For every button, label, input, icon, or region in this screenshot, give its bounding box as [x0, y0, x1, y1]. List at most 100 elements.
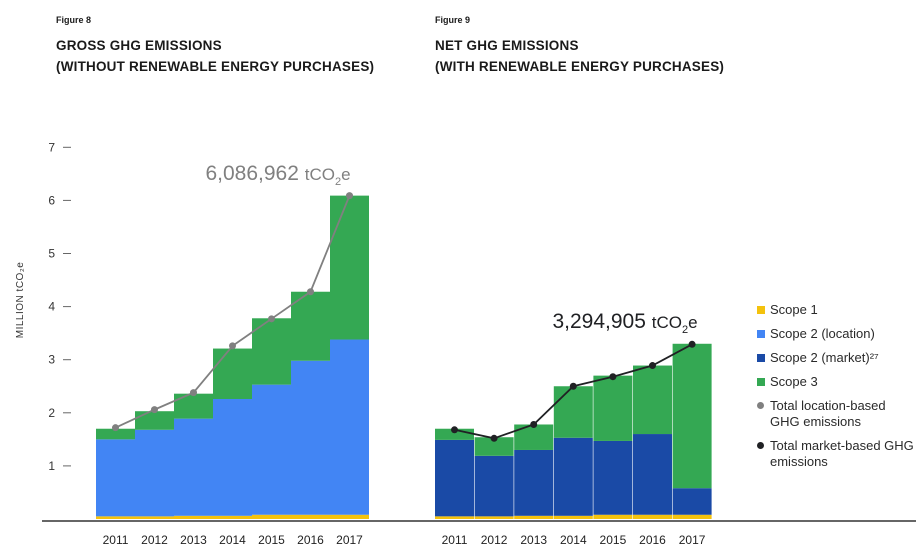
legend-item-scope2-market: Scope 2 (market)²⁷ — [757, 350, 915, 366]
figure-9-title: NET GHG EMISSIONS (WITH RENEWABLE ENERGY… — [435, 35, 724, 77]
gross-bar-scope-2-location- — [252, 384, 291, 515]
gross-bar-scope-3 — [330, 195, 369, 340]
gross-chart: 2011 2012 2013 2014 2015 2016 2017 6,086,962 tC… — [96, 162, 369, 547]
net-bar-scope-2-market- — [672, 488, 712, 515]
net-chart: 2011 2012 2013 2014 2015 2016 2017 3,294,905 tC… — [435, 310, 712, 547]
net-bar-scope-3 — [435, 428, 474, 440]
net-bar-scope-1 — [553, 515, 593, 519]
gross-x-tick-label: 2017 — [336, 533, 363, 547]
net-x-tick-label: 2011 — [442, 533, 468, 547]
legend-item-scope2-location: Scope 2 (location) — [757, 326, 915, 342]
gross-bar-scope-3 — [174, 393, 213, 419]
gross-bar-scope-3 — [291, 291, 330, 361]
chart-layer: 1 2 3 4 5 6 7 2011 2012 2013 2014 2015 2016 2017 6,086… — [42, 140, 916, 547]
gross-x-tick-label: 2011 — [103, 533, 129, 547]
y-tick-label: 1 — [48, 459, 55, 473]
y-tick-label: 4 — [48, 300, 55, 314]
net-total-point — [688, 340, 696, 348]
gross-total-point — [268, 315, 275, 323]
gross-bar-scope-3 — [96, 428, 135, 440]
y-tick-label: 2 — [48, 406, 55, 420]
net-total-point — [569, 382, 577, 390]
gross-total-point — [112, 424, 119, 432]
gross-bar-scope-2-location- — [135, 429, 174, 517]
net-x-tick-label: 2013 — [520, 533, 547, 547]
legend-scope2-market-label: Scope 2 (market)²⁷ — [770, 350, 879, 365]
gross-x-tick-label: 2016 — [297, 533, 324, 547]
net-bar-scope-1 — [672, 514, 712, 519]
gross-bar-scope-1 — [96, 516, 135, 519]
legend-total-location-label: Total location-based GHG emissions — [770, 398, 886, 429]
net-total-annotation: 3,294,905 tCO2e — [552, 310, 697, 336]
net-bar-scope-2-market- — [593, 440, 633, 515]
gross-bar-scope-1 — [213, 515, 252, 519]
gross-total-point — [346, 192, 353, 200]
gross-x-tick-label: 2015 — [258, 533, 285, 547]
gross-bar-scope-3 — [135, 411, 174, 430]
gross-total-point — [151, 406, 158, 414]
legend-scope2-location-label: Scope 2 (location) — [770, 326, 875, 341]
net-bar-scope-2-market- — [474, 455, 514, 517]
figure-9-title-line2: (WITH RENEWABLE ENERGY PURCHASES) — [435, 59, 725, 74]
net-bar-scope-3 — [672, 343, 712, 489]
figure-9-title-line1: NET GHG EMISSIONS — [435, 38, 579, 53]
gross-bar-scope-1 — [291, 514, 330, 519]
figure-8-title-line2: (WITHOUT RENEWABLE ENERGY PURCHASES) — [56, 59, 375, 74]
net-x-tick-label: 2015 — [600, 533, 627, 547]
legend-scope1-label: Scope 1 — [770, 302, 818, 317]
legend: Scope 1 Scope 2 (location) Scope 2 (mark… — [757, 302, 915, 478]
net-x-tick-label: 2014 — [560, 533, 587, 547]
gross-bar-scope-3 — [252, 318, 291, 385]
figure-8-title-line1: GROSS GHG EMISSIONS — [56, 38, 222, 53]
net-total-point — [609, 373, 617, 381]
y-tick-label: 5 — [48, 247, 55, 261]
net-x-tick-label: 2016 — [639, 533, 666, 547]
gross-bar-scope-3 — [213, 348, 252, 399]
net-bar-scope-1 — [514, 515, 554, 519]
y-tick-label: 7 — [48, 140, 55, 154]
gross-bar-scope-1 — [174, 515, 213, 519]
net-bar-scope-1 — [633, 514, 672, 519]
gross-bar-scope-1 — [252, 514, 291, 519]
net-bar-scope-3 — [474, 437, 514, 456]
net-bar-scope-1 — [435, 516, 474, 519]
net-total-point — [530, 420, 538, 428]
location-line-dot-icon — [757, 402, 764, 409]
gross-x-tick-label: 2013 — [180, 533, 207, 547]
net-bar-scope-3 — [633, 365, 672, 435]
scope3-swatch — [757, 378, 765, 386]
scope2-location-swatch — [757, 330, 765, 338]
legend-item-total-market: Total market-based GHG emissions — [757, 438, 915, 470]
gross-bar-scope-1 — [330, 514, 369, 519]
gross-bar-scope-2-location- — [330, 339, 369, 515]
net-bar-scope-2-market- — [435, 439, 474, 517]
net-x-tick-label: 2012 — [481, 533, 508, 547]
net-bar-scope-3 — [553, 386, 593, 438]
y-tick-label: 6 — [48, 193, 55, 207]
net-bar-scope-2-market- — [514, 449, 554, 516]
gross-total-point — [190, 389, 197, 397]
net-bar-scope-2-market- — [553, 437, 593, 516]
net-x-tick-label: 2017 — [679, 533, 706, 547]
gross-total-point — [307, 288, 314, 296]
gross-bar-scope-2-location- — [213, 398, 252, 516]
legend-item-scope1: Scope 1 — [757, 302, 915, 318]
net-total-point — [451, 426, 458, 434]
y-tick-label: 3 — [48, 353, 55, 367]
y-axis-label: MILLION tCO₂e — [15, 262, 26, 339]
net-bar-scope-2-market- — [633, 434, 672, 515]
gross-total-annotation: 6,086,962 tCO2e — [205, 162, 350, 188]
gross-bar-scope-2-location- — [291, 360, 330, 515]
gross-bar-scope-2-location- — [174, 418, 213, 516]
market-line-dot-icon — [757, 442, 764, 449]
gross-bar-scope-1 — [135, 516, 174, 519]
gross-total-point — [229, 342, 236, 350]
net-bar-scope-1 — [474, 516, 514, 519]
scope2-market-swatch — [757, 354, 765, 362]
figure-9-label: Figure 9 — [435, 15, 471, 25]
gross-x-tick-label: 2014 — [219, 533, 246, 547]
net-bar-scope-3 — [593, 375, 633, 441]
net-total-point — [490, 434, 498, 442]
gross-bar-scope-2-location- — [96, 439, 135, 517]
